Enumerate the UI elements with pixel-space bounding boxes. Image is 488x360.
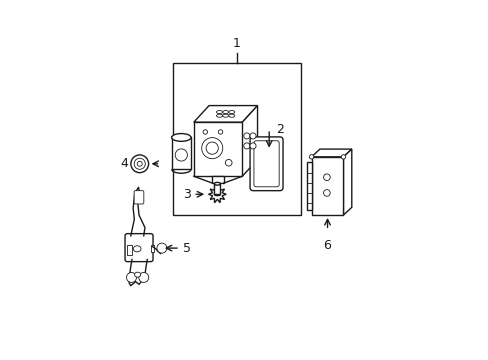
Ellipse shape — [214, 183, 220, 185]
Ellipse shape — [216, 111, 222, 114]
Bar — [193, 122, 242, 176]
Ellipse shape — [214, 193, 220, 195]
Bar — [171, 138, 191, 169]
Circle shape — [225, 159, 232, 166]
Bar — [306, 162, 311, 210]
Ellipse shape — [249, 143, 256, 149]
Circle shape — [126, 273, 136, 283]
Polygon shape — [242, 105, 257, 176]
Ellipse shape — [216, 114, 222, 117]
Circle shape — [323, 174, 329, 181]
Ellipse shape — [228, 111, 234, 114]
Bar — [126, 245, 131, 255]
Ellipse shape — [222, 114, 228, 117]
Ellipse shape — [222, 111, 228, 114]
Bar — [150, 244, 154, 252]
Circle shape — [157, 243, 166, 253]
Text: 6: 6 — [323, 239, 331, 252]
Circle shape — [201, 138, 223, 159]
Ellipse shape — [133, 246, 141, 252]
Circle shape — [134, 158, 145, 169]
Polygon shape — [208, 186, 226, 203]
FancyBboxPatch shape — [253, 141, 279, 187]
Ellipse shape — [171, 134, 191, 141]
Circle shape — [203, 130, 207, 134]
Circle shape — [206, 142, 218, 154]
Text: 1: 1 — [232, 37, 240, 50]
Bar — [212, 176, 223, 183]
Polygon shape — [311, 149, 351, 157]
Bar — [173, 63, 300, 215]
Ellipse shape — [134, 272, 141, 277]
Text: 5: 5 — [183, 242, 190, 255]
Polygon shape — [343, 149, 351, 215]
Circle shape — [309, 155, 313, 159]
Ellipse shape — [249, 133, 256, 139]
FancyBboxPatch shape — [125, 234, 153, 262]
Circle shape — [323, 190, 329, 196]
Circle shape — [341, 155, 345, 159]
Polygon shape — [193, 105, 257, 122]
Text: 2: 2 — [276, 123, 284, 136]
Circle shape — [175, 149, 187, 161]
Ellipse shape — [243, 143, 249, 149]
Ellipse shape — [243, 133, 249, 139]
Bar — [311, 157, 343, 215]
Text: 4: 4 — [120, 157, 128, 170]
Circle shape — [139, 273, 148, 283]
Text: 3: 3 — [182, 188, 190, 201]
Circle shape — [218, 130, 223, 134]
Bar — [214, 184, 220, 194]
FancyBboxPatch shape — [134, 191, 143, 204]
FancyBboxPatch shape — [249, 137, 283, 191]
Ellipse shape — [228, 114, 234, 117]
Circle shape — [137, 161, 142, 166]
Circle shape — [131, 155, 148, 173]
